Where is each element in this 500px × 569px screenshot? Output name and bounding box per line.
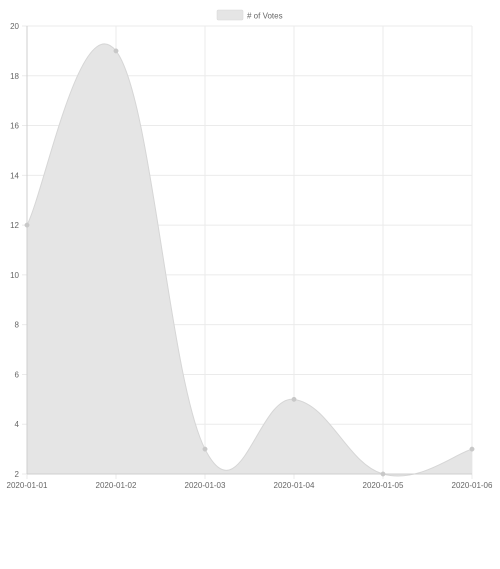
series-line (26, 43, 473, 477)
y-tick-label: 20 (10, 22, 19, 31)
data-point (202, 446, 208, 452)
y-tick-label: 14 (10, 171, 19, 180)
axes (26, 26, 472, 475)
legend-label[interactable]: # of Votes (247, 12, 283, 21)
y-tick-label: 8 (15, 321, 20, 330)
x-tick-label: 2020-01-06 (452, 481, 493, 490)
y-tick-label: 10 (10, 271, 19, 280)
x-tick-label: 2020-01-05 (363, 481, 404, 490)
series-fill (27, 43, 472, 477)
data-point (291, 396, 297, 402)
y-tick-label: 18 (10, 72, 19, 81)
y-tick-label: 12 (10, 221, 19, 230)
series-area (26, 43, 473, 477)
x-tick-label: 2020-01-02 (96, 481, 137, 490)
y-tick-label: 16 (10, 122, 19, 131)
x-tick-label: 2020-01-01 (7, 481, 48, 490)
x-tick-label: 2020-01-04 (274, 481, 315, 490)
legend-swatch[interactable] (216, 9, 244, 21)
data-point (380, 471, 386, 477)
data-point (469, 446, 475, 452)
x-tick-label: 2020-01-03 (185, 481, 226, 490)
tick-labels: 2 4 6 8 10 12 14 16 18 20 2020-01-01 2020-01-02 2020… (7, 22, 493, 490)
data-point (24, 222, 30, 228)
series-points (24, 48, 475, 477)
y-tick-label: 4 (15, 420, 20, 429)
legend[interactable]: # of Votes (216, 9, 283, 21)
y-tick-label: 6 (15, 370, 20, 379)
y-tick-label: 2 (15, 470, 20, 479)
data-point (113, 48, 119, 54)
